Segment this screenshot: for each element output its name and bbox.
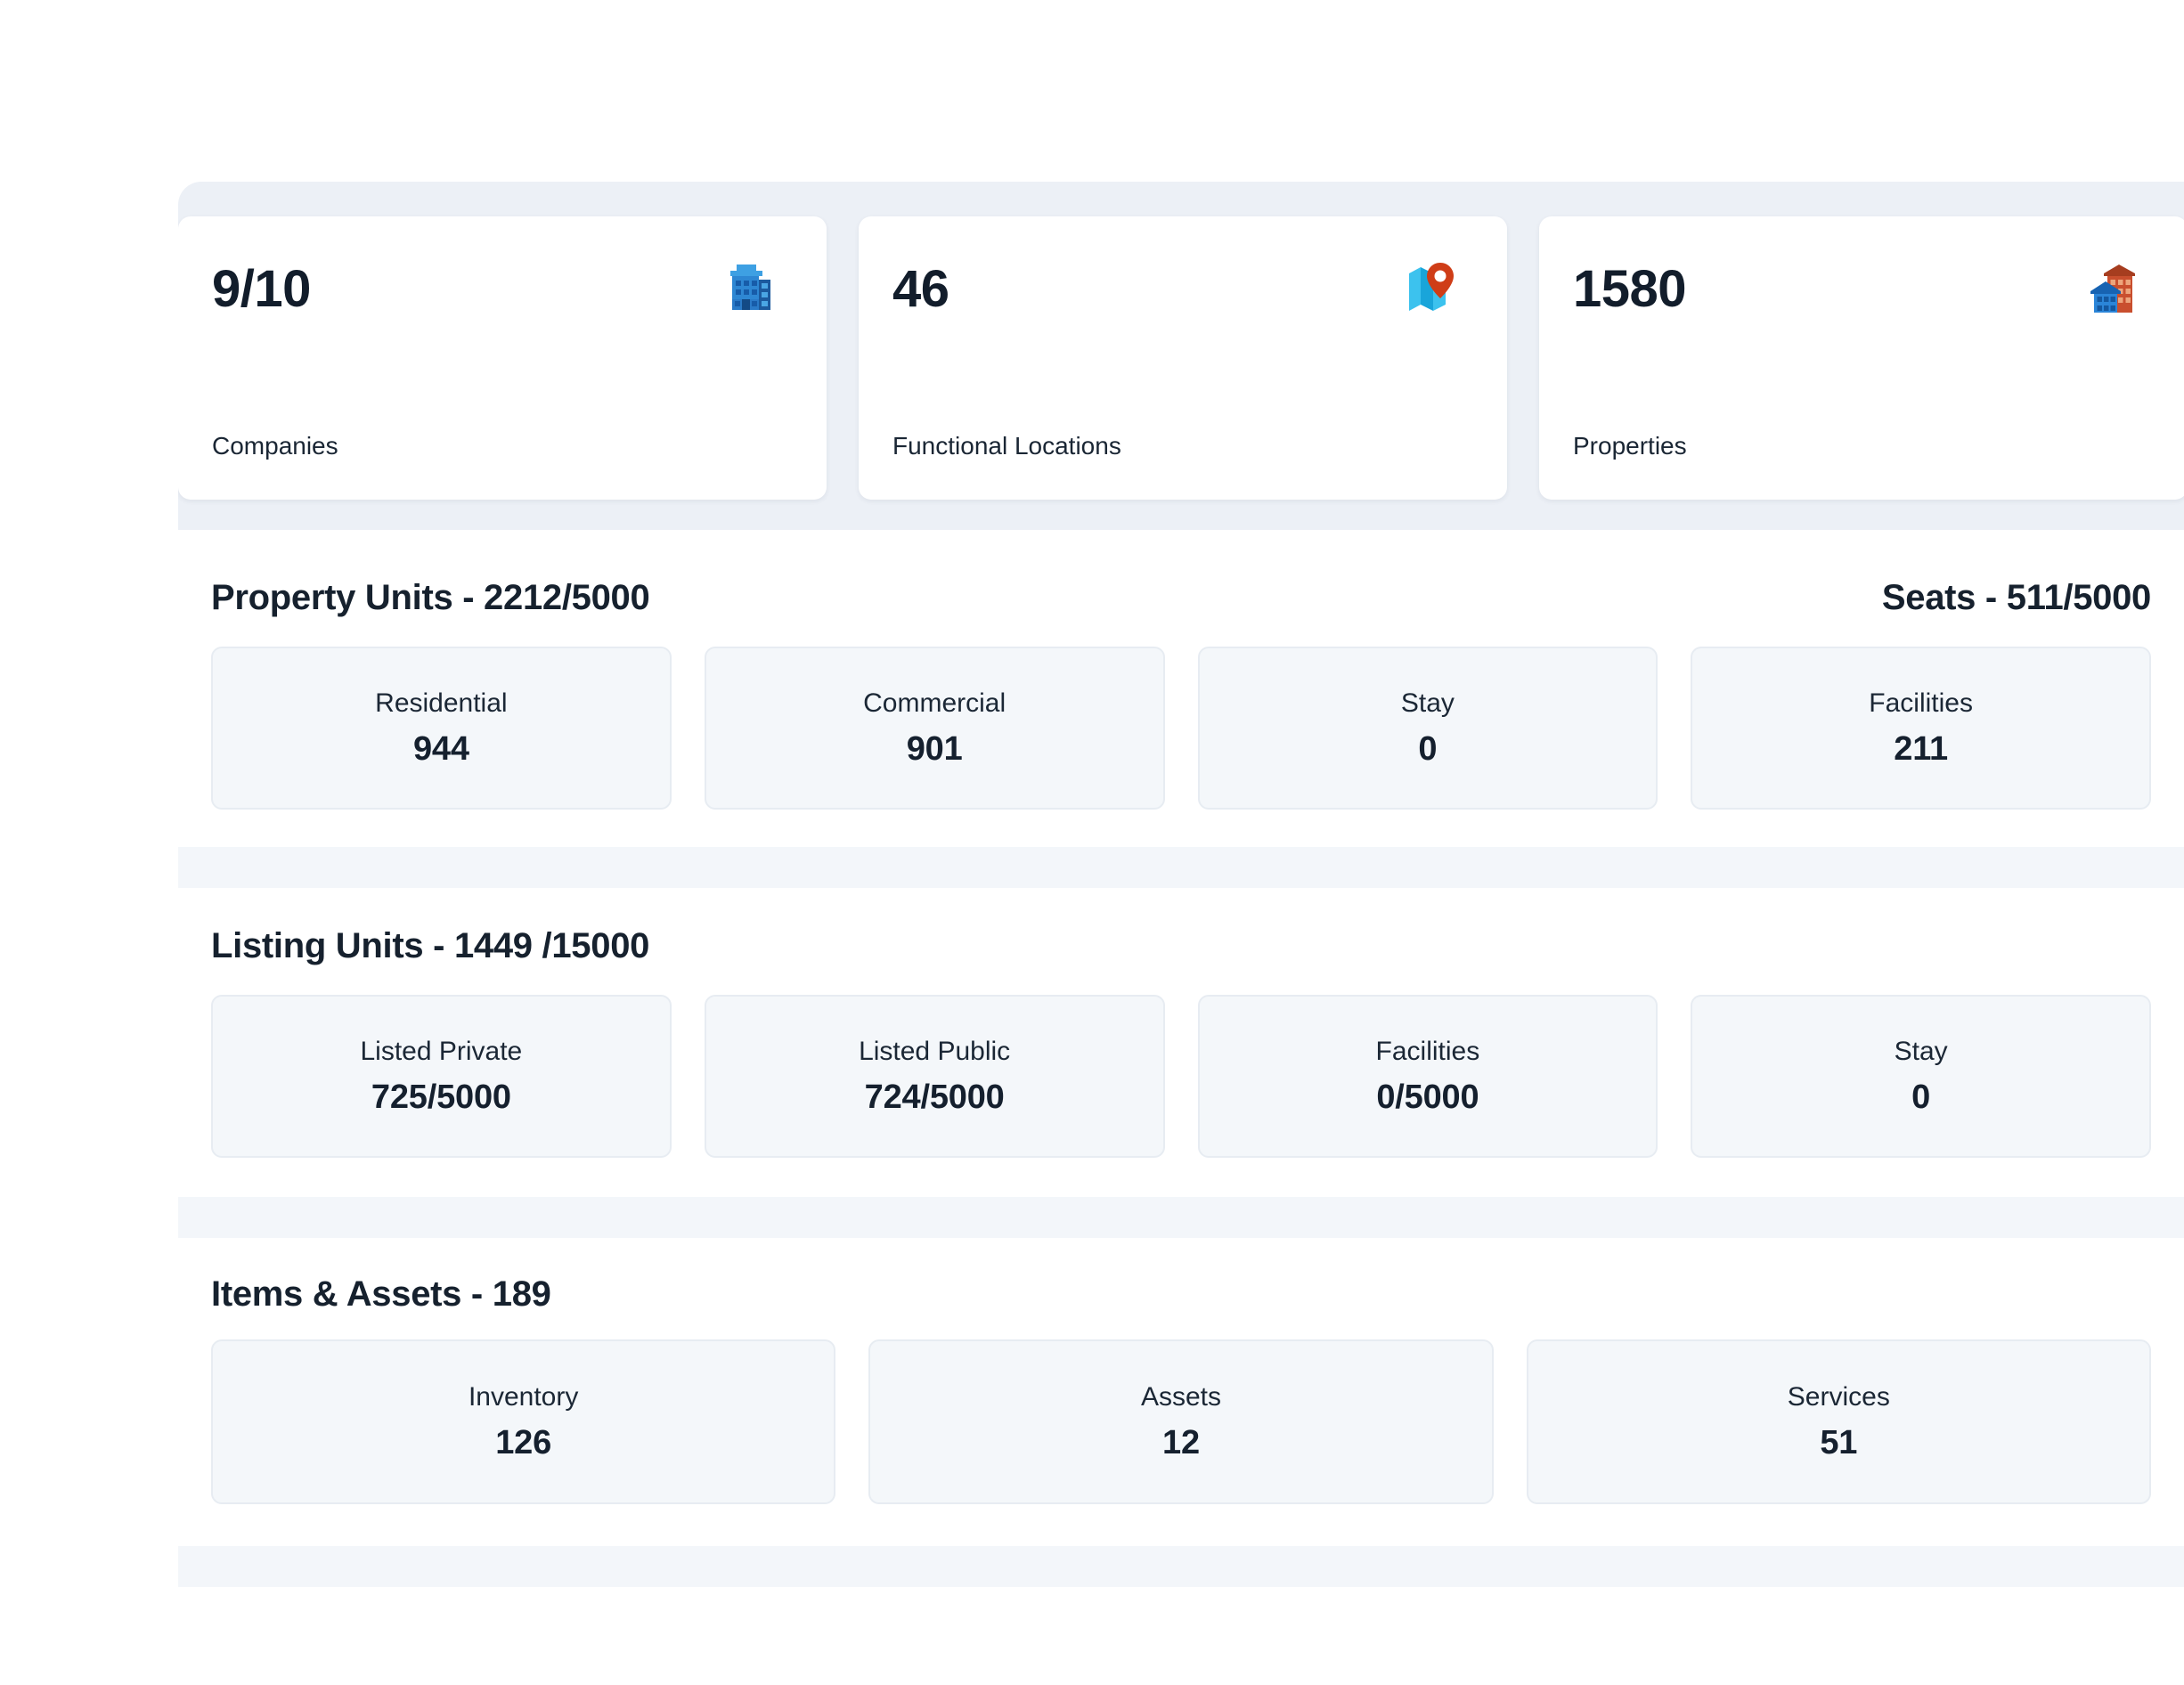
section-divider [178, 1546, 2184, 1587]
dashboard-content: 9/10 [178, 182, 2184, 1587]
tile-label: Stay [1400, 688, 1455, 718]
properties-label: Properties [1573, 432, 1687, 460]
houses-icon [2084, 259, 2138, 314]
map-location-pin-icon [1406, 259, 1457, 313]
functional-locations-count: 46 [892, 260, 949, 318]
tile-label: Facilities [1869, 688, 1973, 718]
tile-label: Facilities [1375, 1036, 1480, 1066]
companies-label: Companies [212, 432, 338, 460]
section-listing-units: Listing Units - 1449 /15000 Listed Priva… [178, 924, 2184, 1158]
tile-label: Commercial [863, 688, 1006, 718]
tile-listed-private[interactable]: Listed Private 725/5000 [211, 995, 672, 1158]
tile-value: 0 [1911, 1078, 1931, 1116]
tile-value: 126 [495, 1423, 552, 1461]
tile-value: 725/5000 [371, 1078, 511, 1116]
stat-card-properties[interactable]: 1580 [1539, 216, 2184, 500]
tile-label: Residential [375, 688, 508, 718]
property-units-tiles: Residential 944 Commercial 901 Stay 0 Fa… [211, 647, 2151, 810]
tile-listed-public[interactable]: Listed Public 724/5000 [704, 995, 1165, 1158]
section-property-units-header: Property Units - 2212/5000 Seats - 511/5… [211, 576, 2151, 619]
tile-value: 901 [906, 729, 963, 768]
tile-stay-listing[interactable]: Stay 0 [1691, 995, 2151, 1158]
tile-stay[interactable]: Stay 0 [1197, 647, 1658, 810]
properties-count: 1580 [1573, 260, 1687, 318]
items-assets-tiles: Inventory 126 Assets 12 Services 51 [211, 1339, 2151, 1504]
tile-value: 0 [1418, 729, 1438, 768]
stat-card-companies[interactable]: 9/10 [178, 216, 827, 500]
tile-commercial[interactable]: Commercial 901 [704, 647, 1165, 810]
tile-label: Assets [1140, 1381, 1221, 1412]
listing-units-tiles: Listed Private 725/5000 Listed Public 72… [211, 995, 2151, 1158]
tile-value: 211 [1894, 729, 1948, 768]
seats-title: Seats - 511/5000 [1881, 578, 2151, 617]
section-divider [178, 847, 2184, 888]
tile-label: Listed Public [859, 1036, 1011, 1066]
tile-value: 12 [1162, 1423, 1200, 1461]
stat-card-top: 46 [892, 248, 1457, 318]
stat-card-top: 1580 [1573, 248, 2138, 318]
tile-label: Inventory [468, 1381, 579, 1412]
tile-services[interactable]: Services 51 [1526, 1339, 2151, 1504]
section-listing-units-header: Listing Units - 1449 /15000 [211, 924, 2151, 967]
companies-count: 9/10 [212, 260, 311, 318]
stat-band: 9/10 [178, 182, 2184, 530]
tile-value: 51 [1820, 1423, 1858, 1461]
tile-label: Stay [1894, 1036, 1948, 1066]
tile-residential[interactable]: Residential 944 [211, 647, 672, 810]
section-items-assets-header: Items & Assets - 189 [211, 1273, 2151, 1315]
stat-card-functional-locations[interactable]: 46 Functional Locations [859, 216, 1507, 500]
listing-units-title: Listing Units - 1449 /15000 [211, 926, 650, 965]
tile-facilities[interactable]: Facilities 211 [1691, 647, 2151, 810]
functional-locations-label: Functional Locations [892, 432, 1121, 460]
stat-grid: 9/10 [178, 216, 2184, 500]
tile-label: Listed Private [360, 1036, 523, 1066]
section-divider [178, 1197, 2184, 1238]
tile-assets[interactable]: Assets 12 [868, 1339, 1494, 1504]
stat-card-top: 9/10 [212, 248, 777, 318]
property-units-title: Property Units - 2212/5000 [211, 578, 650, 617]
tile-value: 0/5000 [1376, 1078, 1479, 1116]
tile-label: Services [1787, 1381, 1890, 1412]
tile-inventory[interactable]: Inventory 126 [211, 1339, 836, 1504]
section-items-assets: Items & Assets - 189 Inventory 126 Asset… [178, 1273, 2184, 1504]
tile-facilities-listing[interactable]: Facilities 0/5000 [1197, 995, 1658, 1158]
section-property-units: Property Units - 2212/5000 Seats - 511/5… [178, 576, 2184, 810]
items-assets-title: Items & Assets - 189 [211, 1274, 551, 1314]
tile-value: 724/5000 [864, 1078, 1005, 1116]
tile-value: 944 [412, 729, 469, 768]
office-building-icon [725, 259, 777, 313]
